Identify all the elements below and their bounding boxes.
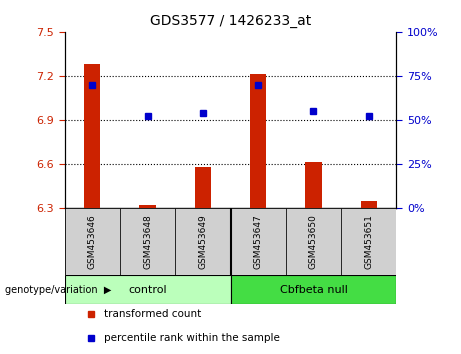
- Text: GSM453651: GSM453651: [364, 214, 373, 269]
- Text: control: control: [128, 285, 167, 295]
- Text: GSM453648: GSM453648: [143, 214, 152, 269]
- Text: GSM453649: GSM453649: [198, 214, 207, 269]
- Bar: [195, 167, 211, 208]
- Bar: [230, 208, 286, 275]
- Bar: [139, 205, 156, 208]
- Text: genotype/variation  ▶: genotype/variation ▶: [5, 285, 111, 295]
- Bar: [84, 64, 100, 208]
- Text: transformed count: transformed count: [104, 309, 201, 320]
- Text: Cbfbeta null: Cbfbeta null: [279, 285, 348, 295]
- Bar: [286, 208, 341, 275]
- Bar: [361, 201, 377, 208]
- Bar: [120, 208, 175, 275]
- Bar: [65, 208, 120, 275]
- Bar: [65, 275, 230, 304]
- Title: GDS3577 / 1426233_at: GDS3577 / 1426233_at: [150, 14, 311, 28]
- Bar: [175, 208, 230, 275]
- Bar: [305, 162, 322, 208]
- Text: percentile rank within the sample: percentile rank within the sample: [104, 332, 280, 343]
- Bar: [230, 275, 396, 304]
- Text: GSM453646: GSM453646: [88, 214, 97, 269]
- Text: GSM453647: GSM453647: [254, 214, 263, 269]
- Bar: [341, 208, 396, 275]
- Text: GSM453650: GSM453650: [309, 214, 318, 269]
- Bar: [250, 74, 266, 208]
